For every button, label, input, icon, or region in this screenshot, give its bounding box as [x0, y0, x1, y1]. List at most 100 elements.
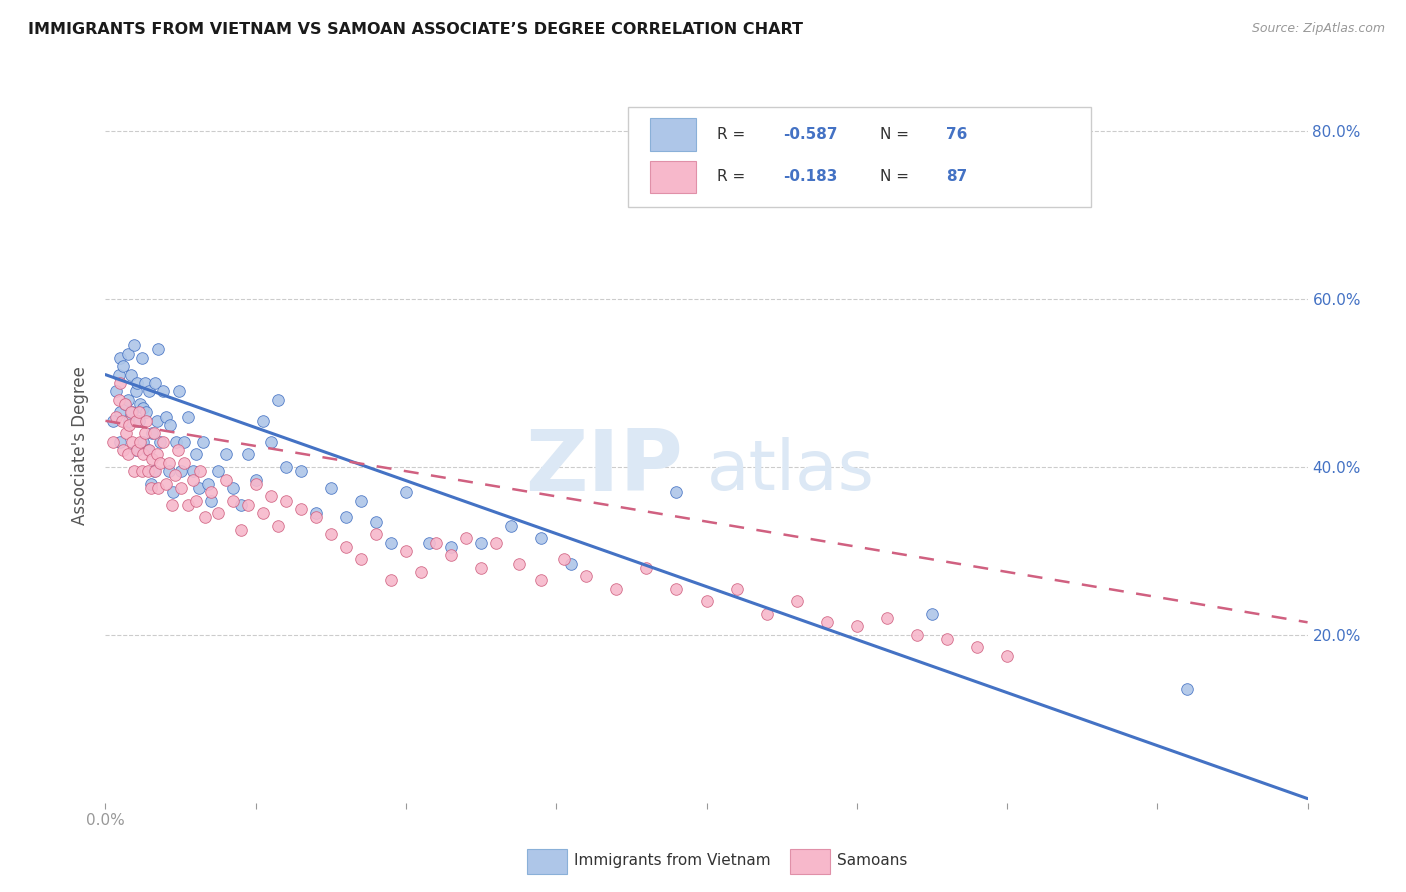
Point — [124, 443, 146, 458]
Point — [142, 426, 165, 441]
Point — [200, 485, 222, 500]
Point — [132, 447, 155, 461]
Text: R =: R = — [717, 127, 751, 142]
Point — [696, 594, 718, 608]
Point — [485, 535, 508, 549]
Point — [207, 464, 229, 478]
Point — [440, 540, 463, 554]
Point — [131, 351, 153, 365]
Point — [111, 414, 134, 428]
Point — [440, 548, 463, 562]
Point — [117, 392, 139, 407]
Point — [181, 473, 204, 487]
Point — [155, 476, 177, 491]
Point — [121, 434, 143, 449]
Point — [135, 405, 157, 419]
Point — [143, 376, 166, 390]
Point — [125, 376, 148, 390]
Point — [128, 414, 150, 428]
Point — [146, 481, 169, 495]
Point — [665, 582, 688, 596]
Point — [112, 359, 135, 374]
Point — [876, 611, 898, 625]
Point — [380, 535, 402, 549]
Point — [1175, 682, 1198, 697]
Point — [350, 493, 373, 508]
Point — [129, 434, 152, 449]
Point — [921, 607, 943, 621]
Point — [786, 594, 808, 608]
Point — [125, 443, 148, 458]
Point — [245, 473, 267, 487]
Point — [260, 489, 283, 503]
Point — [131, 464, 153, 478]
Point — [148, 434, 170, 449]
Point — [145, 447, 167, 461]
Point — [274, 493, 297, 508]
Point — [124, 414, 146, 428]
Point — [815, 615, 838, 630]
Point — [454, 532, 477, 546]
Point — [364, 527, 387, 541]
Point — [108, 368, 131, 382]
Point — [128, 405, 150, 419]
Point — [121, 405, 143, 419]
Point — [114, 397, 136, 411]
Point — [135, 414, 157, 428]
Point — [470, 535, 492, 549]
Point — [665, 485, 688, 500]
Point — [191, 434, 214, 449]
Point — [152, 384, 174, 399]
Point — [139, 481, 162, 495]
Point — [138, 443, 160, 458]
Text: atlas: atlas — [707, 437, 875, 505]
Point — [995, 648, 1018, 663]
Y-axis label: Associate's Degree: Associate's Degree — [72, 367, 90, 525]
Point — [157, 456, 180, 470]
Point — [104, 409, 127, 424]
Point — [157, 464, 180, 478]
Point — [605, 582, 627, 596]
Point — [229, 523, 252, 537]
Point — [252, 506, 274, 520]
Point — [905, 628, 928, 642]
Point — [409, 565, 432, 579]
Point — [108, 392, 131, 407]
Point — [194, 510, 217, 524]
Point — [122, 338, 145, 352]
Point — [395, 544, 418, 558]
Point — [755, 607, 778, 621]
Point — [110, 434, 132, 449]
Point — [134, 426, 156, 441]
Point — [319, 527, 342, 541]
Point — [138, 384, 160, 399]
Point — [530, 532, 553, 546]
Point — [530, 574, 553, 588]
Point — [129, 397, 152, 411]
Point — [470, 560, 492, 574]
Text: Samoans: Samoans — [837, 854, 907, 868]
Point — [395, 485, 418, 500]
Point — [290, 502, 312, 516]
Point — [200, 493, 222, 508]
Point — [112, 443, 135, 458]
Point — [267, 392, 290, 407]
Point — [252, 414, 274, 428]
Point — [238, 498, 260, 512]
Point — [290, 464, 312, 478]
Point — [335, 540, 357, 554]
Text: 87: 87 — [946, 169, 967, 185]
Point — [260, 434, 283, 449]
Point — [364, 515, 387, 529]
Point — [146, 343, 169, 357]
Point — [207, 506, 229, 520]
Point — [335, 510, 357, 524]
Point — [274, 460, 297, 475]
Point — [159, 417, 181, 432]
Point — [184, 447, 207, 461]
Text: ZIP: ZIP — [524, 425, 682, 509]
Point — [120, 368, 142, 382]
Text: N =: N = — [880, 127, 914, 142]
Point — [418, 535, 440, 549]
Point — [187, 481, 209, 495]
